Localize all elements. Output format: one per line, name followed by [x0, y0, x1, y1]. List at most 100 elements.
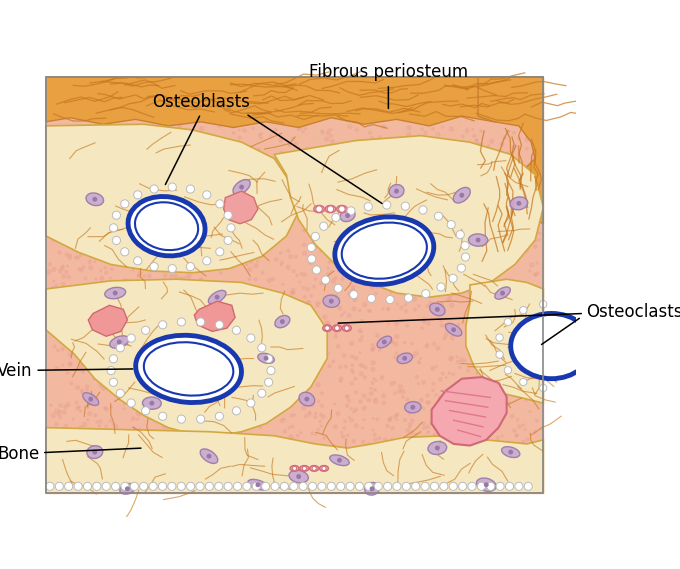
- Circle shape: [144, 104, 147, 106]
- Circle shape: [301, 308, 303, 310]
- Circle shape: [148, 281, 150, 283]
- Circle shape: [532, 119, 534, 121]
- Circle shape: [78, 149, 82, 152]
- Circle shape: [275, 157, 277, 160]
- Circle shape: [404, 482, 408, 486]
- Circle shape: [258, 134, 260, 136]
- Circle shape: [388, 147, 390, 150]
- Circle shape: [426, 425, 429, 428]
- Circle shape: [136, 393, 137, 394]
- Circle shape: [393, 267, 395, 269]
- Circle shape: [372, 429, 374, 431]
- Circle shape: [174, 220, 176, 221]
- Circle shape: [406, 429, 409, 432]
- Circle shape: [205, 168, 209, 172]
- Circle shape: [390, 340, 393, 343]
- Circle shape: [441, 396, 443, 399]
- Circle shape: [219, 220, 222, 222]
- Circle shape: [313, 130, 316, 133]
- Circle shape: [371, 368, 375, 372]
- Circle shape: [63, 316, 66, 319]
- Circle shape: [185, 440, 188, 443]
- Circle shape: [460, 386, 463, 389]
- Circle shape: [83, 172, 85, 175]
- Circle shape: [166, 294, 169, 297]
- Circle shape: [292, 80, 294, 83]
- Circle shape: [105, 271, 107, 274]
- Circle shape: [435, 394, 437, 396]
- Circle shape: [454, 287, 457, 290]
- Circle shape: [479, 79, 481, 82]
- Circle shape: [99, 108, 101, 109]
- Circle shape: [494, 329, 496, 331]
- Circle shape: [481, 340, 483, 341]
- Circle shape: [59, 476, 62, 479]
- Circle shape: [230, 199, 232, 201]
- Circle shape: [318, 453, 320, 456]
- Circle shape: [73, 127, 76, 131]
- Circle shape: [522, 480, 526, 484]
- Circle shape: [436, 109, 439, 112]
- Circle shape: [515, 125, 517, 128]
- Circle shape: [52, 204, 54, 207]
- Circle shape: [495, 213, 498, 216]
- Circle shape: [368, 78, 370, 80]
- Circle shape: [69, 439, 72, 442]
- Circle shape: [231, 198, 234, 201]
- Circle shape: [294, 330, 297, 333]
- Circle shape: [295, 316, 297, 319]
- Circle shape: [456, 361, 460, 364]
- Circle shape: [522, 440, 525, 443]
- Circle shape: [400, 306, 403, 309]
- Polygon shape: [46, 77, 543, 493]
- Circle shape: [139, 349, 141, 352]
- Circle shape: [114, 245, 116, 247]
- Circle shape: [178, 223, 181, 225]
- Circle shape: [494, 485, 496, 488]
- Circle shape: [284, 329, 286, 332]
- Circle shape: [182, 221, 184, 224]
- Circle shape: [116, 389, 124, 397]
- Ellipse shape: [208, 290, 226, 304]
- Circle shape: [269, 439, 273, 443]
- Circle shape: [289, 435, 293, 439]
- Circle shape: [303, 467, 307, 471]
- Circle shape: [441, 91, 443, 93]
- Circle shape: [449, 113, 452, 116]
- Circle shape: [538, 219, 541, 221]
- Circle shape: [538, 126, 541, 130]
- Circle shape: [80, 254, 82, 257]
- Circle shape: [302, 131, 305, 133]
- Circle shape: [399, 356, 401, 358]
- Ellipse shape: [135, 202, 198, 250]
- Circle shape: [327, 474, 331, 478]
- Circle shape: [505, 201, 507, 203]
- Circle shape: [243, 213, 245, 216]
- Circle shape: [383, 201, 391, 209]
- Circle shape: [291, 438, 294, 442]
- Circle shape: [143, 436, 146, 438]
- Circle shape: [477, 106, 479, 109]
- Circle shape: [339, 474, 343, 477]
- Circle shape: [103, 375, 107, 378]
- Circle shape: [263, 476, 266, 479]
- Circle shape: [89, 370, 92, 373]
- Circle shape: [327, 267, 329, 269]
- Circle shape: [248, 154, 250, 156]
- Circle shape: [52, 207, 56, 211]
- Circle shape: [488, 145, 490, 147]
- Circle shape: [200, 321, 202, 324]
- Circle shape: [112, 423, 114, 426]
- Circle shape: [352, 244, 356, 247]
- Circle shape: [389, 208, 392, 211]
- Circle shape: [395, 335, 398, 339]
- Circle shape: [196, 251, 200, 255]
- Circle shape: [390, 154, 392, 156]
- Circle shape: [318, 302, 320, 304]
- Circle shape: [534, 273, 537, 276]
- Ellipse shape: [430, 303, 445, 316]
- Circle shape: [228, 362, 231, 365]
- Circle shape: [150, 224, 153, 226]
- Circle shape: [451, 269, 453, 271]
- Circle shape: [92, 134, 95, 137]
